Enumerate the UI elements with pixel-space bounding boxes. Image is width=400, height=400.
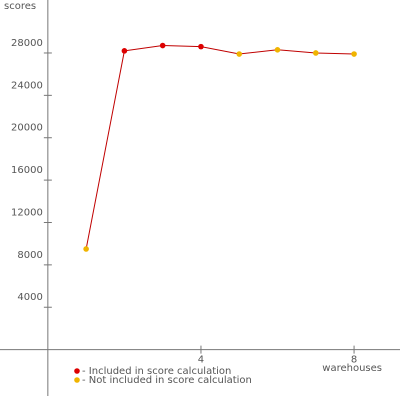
legend-label: - Included in score calculation (82, 366, 231, 377)
x-tick-label: 4 (198, 355, 204, 366)
data-point (274, 46, 281, 53)
data-point (83, 246, 89, 252)
data-point (236, 51, 243, 57)
y-tick-label: 24000 (11, 80, 43, 91)
data-point (121, 48, 128, 54)
data-point (312, 50, 319, 56)
y-tick-label: 16000 (11, 165, 43, 176)
y-tick-label: 12000 (11, 207, 43, 218)
y-tick-label: 8000 (17, 250, 42, 261)
data-point (159, 42, 166, 49)
legend-swatch (74, 368, 80, 374)
y-tick-label: 28000 (11, 38, 43, 49)
series-line (85, 45, 355, 250)
data-point (198, 43, 204, 50)
y-axis-label: scores (4, 1, 36, 12)
y-tick-label: 4000 (17, 292, 42, 303)
x-axis-label: warehouses (322, 363, 382, 374)
data-point (351, 51, 357, 57)
legend-label: - Not included in score calculation (82, 375, 252, 386)
x-tick-label: 8 (351, 355, 357, 366)
legend-swatch (74, 377, 80, 383)
y-tick-label: 20000 (11, 123, 43, 134)
